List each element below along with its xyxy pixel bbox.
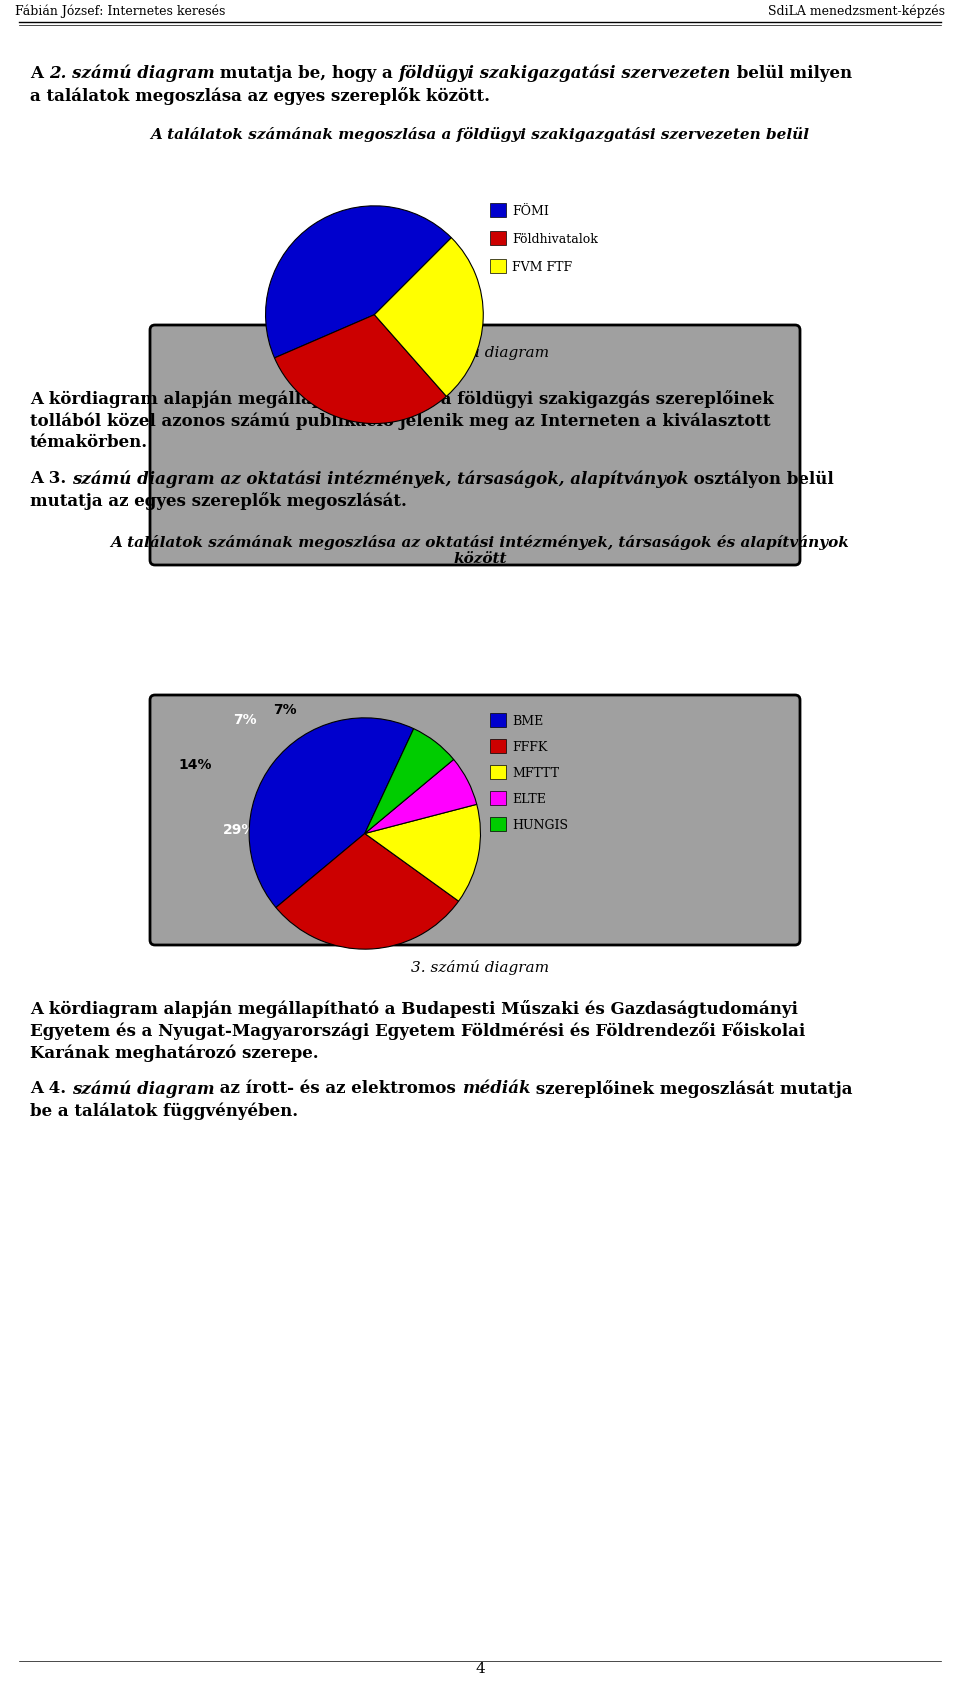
Text: 2. számú diagram: 2. számú diagram bbox=[411, 345, 549, 361]
Text: osztályon belül: osztályon belül bbox=[688, 469, 834, 488]
Text: a találatok megoszlása az egyes szereplők között.: a találatok megoszlása az egyes szereplő… bbox=[30, 87, 490, 105]
Text: FFFK: FFFK bbox=[512, 742, 547, 754]
Text: Földhivatalok: Földhivatalok bbox=[512, 233, 598, 247]
Text: A: A bbox=[30, 65, 49, 82]
Text: FÖMI: FÖMI bbox=[512, 206, 549, 218]
FancyBboxPatch shape bbox=[490, 791, 506, 805]
Text: Karának meghatározó szerepe.: Karának meghatározó szerepe. bbox=[30, 1044, 319, 1061]
Text: A találatok számának megoszlása a földügyi szakigazgatási szervezeten belül: A találatok számának megoszlása a földüg… bbox=[151, 128, 809, 141]
Wedge shape bbox=[365, 759, 477, 833]
FancyBboxPatch shape bbox=[490, 259, 506, 272]
Text: A találatok számának megoszlása az oktatási intézmények, társaságok és alapítván: A találatok számának megoszlása az oktat… bbox=[110, 536, 850, 566]
Text: földügyi szakigazgatási szervezeten: földügyi szakigazgatási szervezeten bbox=[399, 65, 732, 83]
Wedge shape bbox=[365, 805, 480, 902]
Text: 44%: 44% bbox=[363, 223, 396, 236]
Text: mutatja az egyes szereplők megoszlását.: mutatja az egyes szereplők megoszlását. bbox=[30, 492, 407, 510]
FancyBboxPatch shape bbox=[150, 696, 800, 946]
Text: 7%: 7% bbox=[233, 713, 257, 726]
Text: SdiLA menedzsment-képzés: SdiLA menedzsment-képzés bbox=[768, 5, 945, 19]
Text: A 4.: A 4. bbox=[30, 1080, 72, 1097]
Wedge shape bbox=[250, 718, 414, 908]
Text: A kördiagram alapján megállapítható, hogy a földügyi szakigazgás szereplőinek: A kördiagram alapján megállapítható, hog… bbox=[30, 390, 774, 408]
Wedge shape bbox=[266, 206, 451, 357]
FancyBboxPatch shape bbox=[490, 202, 506, 218]
Text: FVM FTF: FVM FTF bbox=[512, 260, 572, 274]
Text: A kördiagram alapján megállapítható a Budapesti Műszaki és Gazdaságtudományi: A kördiagram alapján megállapítható a Bu… bbox=[30, 1000, 798, 1017]
Text: számú diagram: számú diagram bbox=[72, 1080, 214, 1097]
Text: HUNGIS: HUNGIS bbox=[512, 818, 568, 832]
Text: 2. számú diagram: 2. számú diagram bbox=[49, 65, 214, 83]
Text: 3. számú diagram: 3. számú diagram bbox=[411, 959, 549, 975]
Text: Fábián József: Internetes keresés: Fábián József: Internetes keresés bbox=[15, 5, 226, 19]
Text: 4: 4 bbox=[475, 1662, 485, 1675]
Text: Egyetem és a Nyugat-Magyarországi Egyetem Földmérési és Földrendezői Főiskolai: Egyetem és a Nyugat-Magyarországi Egyete… bbox=[30, 1022, 805, 1039]
Text: 7%: 7% bbox=[274, 703, 297, 718]
Text: 29%: 29% bbox=[224, 823, 256, 837]
Text: 14%: 14% bbox=[179, 759, 212, 772]
Text: ELTE: ELTE bbox=[512, 793, 546, 806]
FancyBboxPatch shape bbox=[490, 231, 506, 245]
FancyBboxPatch shape bbox=[490, 816, 506, 832]
Text: szereplőinek megoszlását mutatja: szereplőinek megoszlását mutatja bbox=[531, 1080, 853, 1099]
Wedge shape bbox=[276, 833, 459, 949]
Text: számú diagram az oktatási intézmények, társaságok, alapítványok: számú diagram az oktatási intézmények, t… bbox=[72, 469, 688, 488]
Wedge shape bbox=[365, 728, 454, 833]
Text: az írott- és az elektromos: az írott- és az elektromos bbox=[214, 1080, 462, 1097]
Text: médiák: médiák bbox=[462, 1080, 531, 1097]
Text: tollából közel azonos számú publikáció jelenik meg az Interneten a kiválasztott: tollából közel azonos számú publikáció j… bbox=[30, 412, 771, 429]
Text: 43%: 43% bbox=[373, 782, 407, 798]
Text: témakörben.: témakörben. bbox=[30, 434, 148, 451]
FancyBboxPatch shape bbox=[150, 325, 800, 565]
Text: be a találatok függvényében.: be a találatok függvényében. bbox=[30, 1102, 299, 1119]
Text: 30%: 30% bbox=[199, 272, 231, 287]
FancyBboxPatch shape bbox=[490, 765, 506, 779]
Text: belül milyen: belül milyen bbox=[732, 65, 852, 82]
FancyBboxPatch shape bbox=[490, 738, 506, 754]
Text: MFTTT: MFTTT bbox=[512, 767, 559, 781]
FancyBboxPatch shape bbox=[490, 713, 506, 726]
Wedge shape bbox=[374, 238, 483, 396]
Text: mutatja be, hogy a: mutatja be, hogy a bbox=[214, 65, 399, 82]
Text: BME: BME bbox=[512, 714, 543, 728]
Text: 26%: 26% bbox=[199, 202, 231, 218]
Wedge shape bbox=[275, 315, 446, 424]
Text: A 3.: A 3. bbox=[30, 469, 72, 486]
